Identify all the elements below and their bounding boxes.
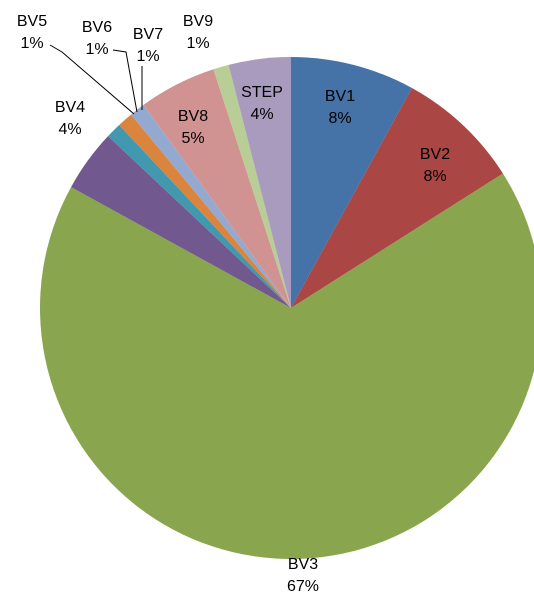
slice-label: BV4: [55, 99, 85, 116]
slice-value-label: 1%: [20, 35, 43, 52]
slice-value-label: 8%: [423, 168, 446, 185]
slice-label: BV1: [325, 88, 355, 105]
slice-value-label: 1%: [85, 41, 108, 58]
slice-value-label: 8%: [328, 110, 351, 127]
slice-value-label: 5%: [181, 130, 204, 147]
pie-slice: [40, 173, 534, 559]
pie-slice: [291, 57, 412, 308]
leader-line: [112, 49, 138, 113]
pie-slice: [213, 64, 291, 309]
slice-label: BV3: [288, 556, 318, 573]
pie-slice: [143, 69, 291, 308]
slice-value-label: 4%: [58, 121, 81, 138]
pie: [40, 57, 534, 559]
pie-slice: [131, 104, 291, 308]
slice-value-label: 4%: [250, 106, 273, 123]
slice-value-label: 67%: [287, 578, 319, 595]
slice-label: BV7: [133, 26, 163, 43]
slice-label: BV9: [183, 13, 213, 30]
slice-label: STEP: [241, 84, 283, 101]
slice-label: BV6: [82, 19, 112, 36]
pie-slice: [108, 125, 292, 309]
slice-value-label: 1%: [136, 48, 159, 65]
pie-slice: [291, 88, 503, 308]
pie-slice: [228, 57, 291, 308]
slice-label: BV5: [17, 13, 47, 30]
pie-slice: [119, 114, 291, 309]
pie-slice: [71, 136, 291, 308]
leader-line: [49, 44, 135, 115]
slice-label: BV8: [178, 108, 208, 125]
slice-label: BV2: [420, 146, 450, 163]
slice-value-label: 1%: [186, 35, 209, 52]
